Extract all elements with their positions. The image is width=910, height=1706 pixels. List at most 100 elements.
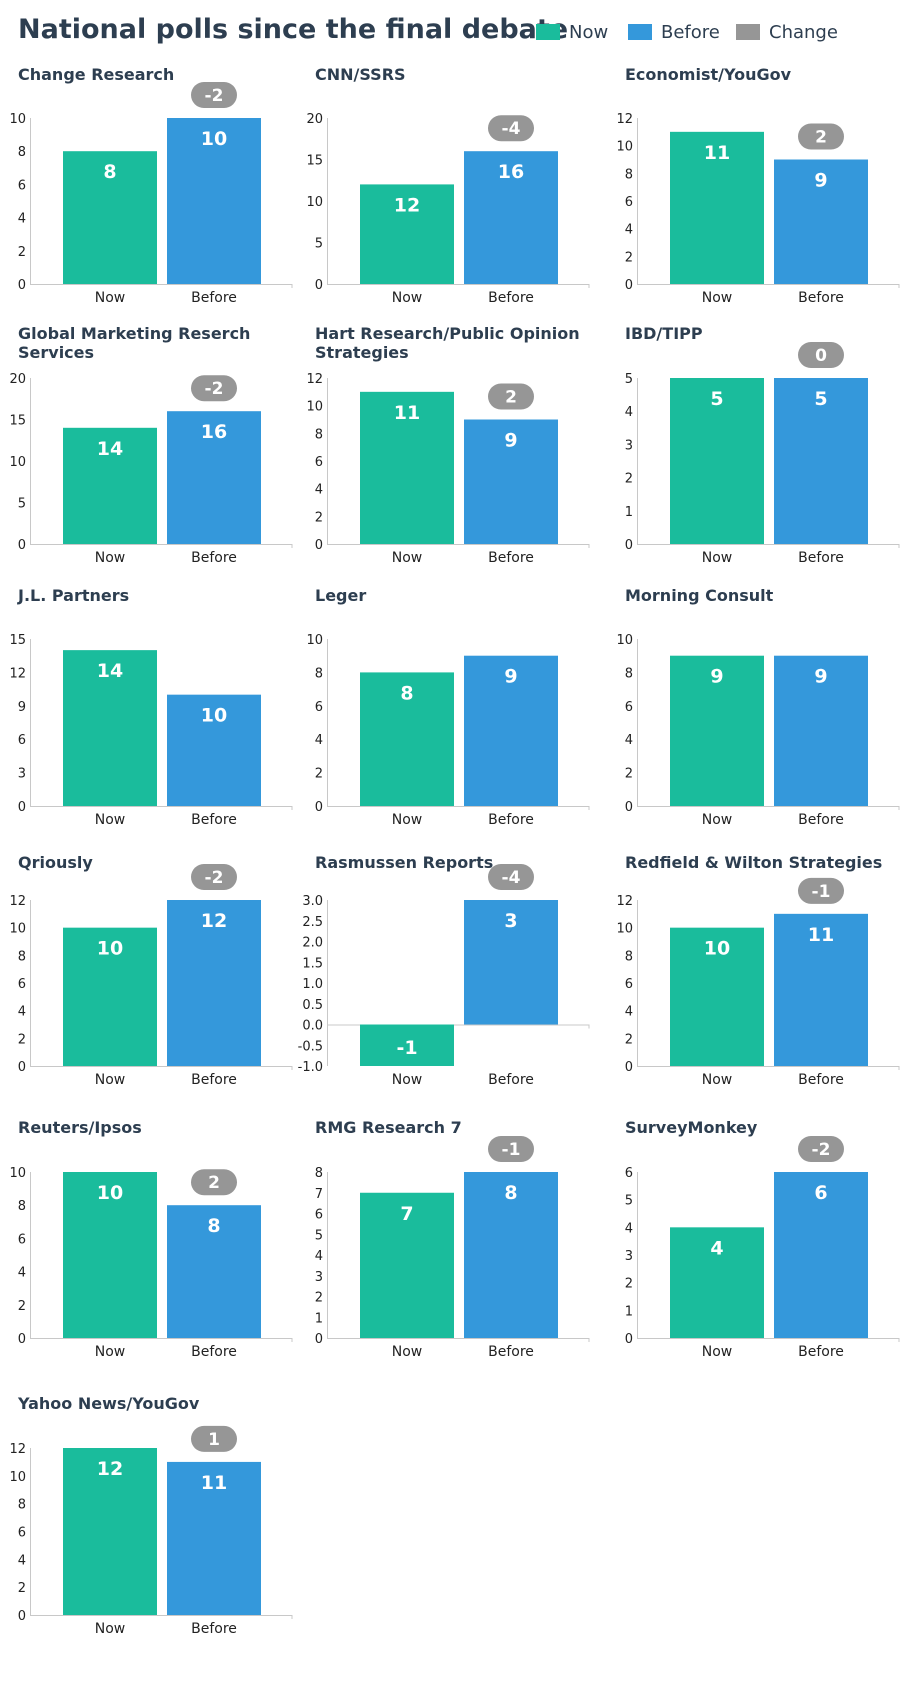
y-tick-label: 2 — [315, 1291, 323, 1306]
y-tick-label: 8 — [18, 1498, 26, 1513]
y-tick-label: 3.0 — [302, 894, 323, 909]
bar-now — [63, 927, 157, 1066]
change-badge-label: 0 — [815, 346, 827, 366]
y-tick-label: 0 — [315, 538, 323, 553]
chart-title: Reuters/Ipsos — [18, 1118, 142, 1137]
x-category-label: Before — [488, 1072, 534, 1088]
chart-title: Change Research — [18, 65, 174, 84]
y-tick-label: 1.5 — [302, 956, 323, 971]
y-tick-label: 10 — [9, 1166, 26, 1181]
x-category-label: Before — [191, 1072, 237, 1088]
x-category-label: Now — [702, 1344, 733, 1360]
bar-value-label: 8 — [400, 682, 413, 704]
bar-value-label: 14 — [97, 660, 123, 682]
y-tick-label: 2.0 — [302, 936, 323, 951]
bar-now — [670, 1227, 764, 1338]
x-category-label: Now — [392, 550, 423, 566]
y-tick-label: 8 — [18, 949, 26, 964]
y-tick-label: 2 — [18, 1299, 26, 1314]
bar-now — [63, 151, 157, 284]
y-tick-label: 10 — [9, 1470, 26, 1485]
y-tick-label: 4 — [315, 1249, 323, 1264]
y-tick-label: 0 — [18, 1609, 26, 1624]
change-badge-label: 2 — [208, 1173, 220, 1193]
y-tick-label: 3 — [18, 767, 26, 782]
change-badge-label: -1 — [812, 882, 831, 902]
chart-hart-research-public-opinion-strategies: Hart Research/Public Opinion Strategies 0 2… — [306, 324, 590, 566]
chart-title: Economist/YouGov — [625, 65, 792, 84]
y-tick-label: 0.5 — [302, 998, 323, 1013]
change-badge — [798, 877, 844, 904]
y-tick-label: 0 — [315, 278, 323, 293]
y-tick-label: 8 — [315, 1166, 323, 1181]
bar-value-label: 9 — [504, 666, 517, 688]
bar-value-label: 14 — [97, 438, 123, 460]
y-tick-label: 5 — [315, 237, 323, 252]
bar-before — [464, 419, 558, 544]
y-tick-label: 2 — [625, 250, 633, 265]
chart-title: J.L. Partners — [17, 586, 129, 605]
x-category-label: Before — [798, 550, 844, 566]
bar-value-label: 8 — [103, 161, 116, 183]
change-badge — [191, 82, 237, 108]
change-badge — [488, 1136, 534, 1162]
x-category-label: Now — [392, 1344, 423, 1360]
legend-label-change: Change — [769, 21, 838, 43]
y-tick-label: 8 — [315, 427, 323, 442]
y-tick-label: 6 — [18, 733, 26, 748]
y-tick-label: 0 — [315, 800, 323, 815]
y-tick-label: 10 — [306, 633, 323, 648]
bar-now — [63, 1448, 157, 1615]
y-tick-label: 12 — [9, 1442, 26, 1457]
y-tick-label: 4 — [18, 1266, 26, 1281]
y-tick-label: 12 — [616, 894, 633, 909]
bar-value-label: 12 — [394, 194, 420, 216]
y-tick-label: -0.5 — [298, 1039, 323, 1054]
legend-item-change: Change — [736, 20, 838, 44]
y-tick-label: 15 — [9, 633, 26, 648]
legend-item-now: Now — [536, 20, 608, 44]
bar-value-label: 10 — [201, 705, 227, 727]
x-category-label: Before — [191, 550, 237, 566]
change-badge-label: -2 — [205, 379, 224, 399]
chart-title: SurveyMonkey — [625, 1118, 758, 1137]
y-tick-label: 9 — [18, 700, 26, 715]
y-tick-label: 8 — [625, 666, 633, 681]
legend-swatch-now — [536, 24, 560, 40]
y-tick-label: 2 — [625, 472, 633, 487]
y-tick-label: 2 — [18, 245, 26, 260]
y-tick-label: 1.0 — [302, 977, 323, 992]
bar-value-label: 11 — [394, 402, 420, 424]
legend-label-before: Before — [661, 21, 720, 43]
x-category-label: Before — [488, 290, 534, 306]
legend-item-before: Before — [628, 20, 720, 44]
bar-value-label: -1 — [396, 1037, 417, 1059]
chart-surveymonkey: SurveyMonkey 0 1 2 3 4 5 6 4 Now 6 Before -2 — [625, 1118, 900, 1360]
y-tick-label: 5 — [625, 1194, 633, 1209]
chart-rmg-research-7: RMG Research 7 0 1 2 3 4 5 6 7 8 7 Now 8 Before -1 — [315, 1118, 590, 1360]
chart-reuters-ipsos: Reuters/Ipsos 0 2 4 6 8 10 10 Now 8 Before 2 — [9, 1118, 293, 1360]
bar-before — [774, 159, 868, 284]
y-tick-label: 2 — [315, 510, 323, 525]
x-category-label: Now — [702, 290, 733, 306]
chart-title: RMG Research 7 — [315, 1118, 462, 1137]
bar-value-label: 10 — [201, 128, 227, 150]
x-category-label: Before — [798, 1344, 844, 1360]
bar-value-label: 5 — [814, 388, 827, 410]
y-tick-label: 15 — [9, 414, 26, 429]
x-category-label: Now — [392, 1072, 423, 1088]
x-category-label: Now — [702, 550, 733, 566]
chart-title: IBD/TIPP — [625, 324, 703, 343]
y-tick-label: 0.0 — [302, 1019, 323, 1034]
legend-swatch-before — [628, 24, 652, 40]
y-tick-label: 10 — [9, 455, 26, 470]
change-badge-label: -4 — [502, 119, 521, 139]
chart-title: Morning Consult — [625, 586, 774, 605]
change-badge-label: 1 — [208, 1430, 220, 1450]
y-tick-label: 6 — [625, 1166, 633, 1181]
bar-before — [167, 694, 261, 806]
y-tick-label: 5 — [18, 497, 26, 512]
page-title: National polls since the final debate — [18, 14, 569, 45]
